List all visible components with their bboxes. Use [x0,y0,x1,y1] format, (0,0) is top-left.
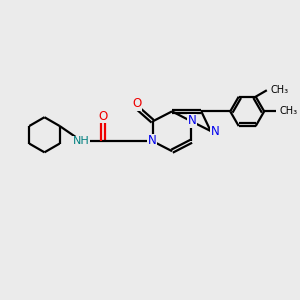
Text: NH: NH [73,136,90,146]
Text: N: N [148,134,157,147]
Text: N: N [188,114,196,127]
Text: CH₃: CH₃ [270,85,288,95]
Text: O: O [98,110,108,123]
Text: CH₃: CH₃ [280,106,298,116]
Text: N: N [211,125,219,138]
Text: O: O [132,97,141,110]
